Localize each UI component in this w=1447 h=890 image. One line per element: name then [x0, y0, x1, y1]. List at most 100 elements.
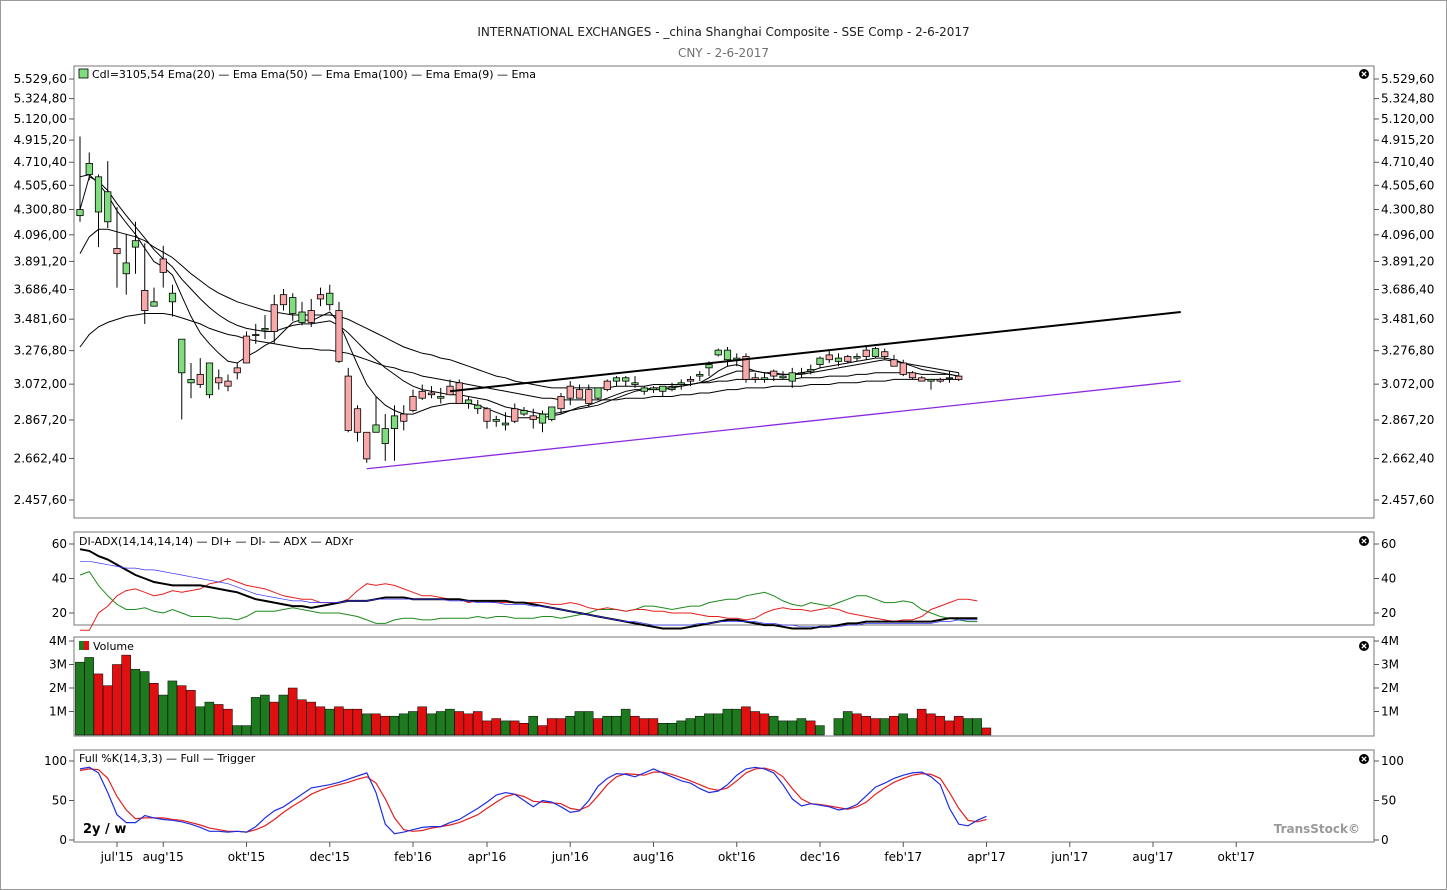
y-tick-label: 0: [1381, 833, 1389, 847]
volume-bar: [750, 711, 760, 736]
y-tick-label: 4.915,20: [14, 133, 67, 147]
volume-bar: [805, 720, 816, 736]
close-icon[interactable]: [1359, 641, 1369, 651]
candle: [640, 387, 648, 392]
y-tick-label: 20: [1381, 606, 1396, 620]
brand-watermark: TransStock©: [1274, 822, 1360, 836]
volume-bar: [269, 701, 279, 736]
volume-bar: [676, 720, 686, 736]
volume-bar: [898, 713, 908, 736]
volume-bar: [630, 715, 640, 736]
volume-bar: [472, 711, 483, 736]
volume-bar: [389, 715, 400, 736]
candle: [871, 348, 880, 357]
candle: [575, 389, 584, 399]
volume-bar: [186, 690, 196, 736]
y-tick-label: 5.120,00: [1381, 112, 1434, 126]
y-tick-label: 4.915,20: [1381, 133, 1434, 147]
volume-bar: [546, 718, 557, 736]
volume-bar: [861, 715, 871, 736]
close-icon[interactable]: [1359, 536, 1369, 546]
volume-bar: [768, 715, 779, 736]
volume-bar: [796, 718, 807, 736]
volume-bar: [278, 694, 289, 736]
volume-bar: [343, 708, 353, 736]
volume-bar: [482, 720, 492, 736]
x-tick-label: okt'16: [718, 850, 756, 864]
y-tick-label: 3.072,00: [1381, 377, 1434, 391]
volume-bar: [167, 680, 178, 736]
volume-bar: [204, 701, 215, 736]
candle: [511, 408, 519, 422]
candle: [196, 374, 204, 385]
volume-bar: [260, 694, 270, 736]
volume-bar: [223, 708, 233, 736]
close-icon[interactable]: [1359, 69, 1369, 79]
candle: [908, 372, 917, 379]
volume-legend-swatch-down: [84, 641, 89, 650]
candle: [205, 362, 214, 396]
x-tick-label: feb'17: [884, 850, 922, 864]
y-tick-label: 40: [1381, 572, 1396, 586]
candle: [807, 369, 815, 372]
candle: [353, 408, 362, 433]
volume-bar: [778, 720, 788, 736]
volume-bar: [870, 718, 881, 736]
resistance-trendline: [449, 311, 1181, 393]
candle: [649, 387, 658, 390]
candle: [890, 359, 898, 367]
volume-bar: [722, 708, 733, 736]
volume-bar: [611, 715, 622, 736]
candle: [437, 396, 445, 399]
candle: [788, 372, 796, 382]
volume-bar: [149, 683, 159, 736]
volume-bar: [463, 713, 474, 736]
candle: [242, 335, 251, 364]
volume-bar: [232, 725, 242, 736]
y-tick-label: 4M: [1381, 634, 1399, 648]
volume-bar: [759, 713, 770, 736]
candle: [881, 351, 889, 357]
volume-bar: [648, 718, 659, 736]
candle: [696, 374, 704, 377]
y-tick-label: 3.072,00: [14, 377, 67, 391]
candle: [770, 370, 778, 377]
y-tick-label: 3.481,60: [14, 312, 67, 326]
ema-100-line: [79, 313, 959, 401]
close-icon[interactable]: [1359, 754, 1369, 764]
candle: [483, 408, 491, 422]
candle: [603, 380, 611, 390]
candle: [363, 431, 371, 460]
page-title: INTERNATIONAL EXCHANGES - _china Shangha…: [477, 25, 970, 39]
candle: [187, 379, 195, 384]
candle: [862, 349, 870, 357]
volume-bar: [158, 694, 168, 736]
y-tick-label: 3.891,20: [1381, 254, 1434, 268]
y-tick-label: 5.529,60: [14, 72, 67, 86]
y-tick-label: 100: [44, 754, 67, 768]
candle: [455, 382, 463, 404]
candle: [279, 294, 288, 306]
volume-bar: [130, 668, 141, 736]
candle: [927, 379, 935, 382]
y-tick-label: 2.457,60: [14, 493, 67, 507]
x-tick-label: aug'15: [143, 850, 184, 864]
candle-legend-swatch: [78, 68, 89, 79]
candle: [742, 356, 750, 380]
volume-bar: [380, 715, 390, 736]
volume-bar: [907, 718, 918, 736]
candle: [104, 191, 112, 223]
y-tick-label: 3.686,40: [14, 283, 67, 297]
x-tick-label: feb'16: [394, 850, 432, 864]
volume-bar: [112, 664, 122, 736]
y-tick-label: 4.096,00: [14, 228, 67, 242]
page-subtitle: CNY - 2-6-2017: [677, 46, 770, 60]
volume-bar: [565, 715, 575, 736]
candle: [427, 392, 436, 396]
candle: [760, 377, 769, 380]
y-tick-label: 4.505,60: [14, 178, 67, 192]
y-tick-label: 4.300,80: [14, 202, 67, 216]
volume-bar: [537, 725, 548, 736]
volume-legend-text: Volume: [93, 640, 134, 653]
y-tick-label: 3.276,80: [1381, 344, 1434, 358]
